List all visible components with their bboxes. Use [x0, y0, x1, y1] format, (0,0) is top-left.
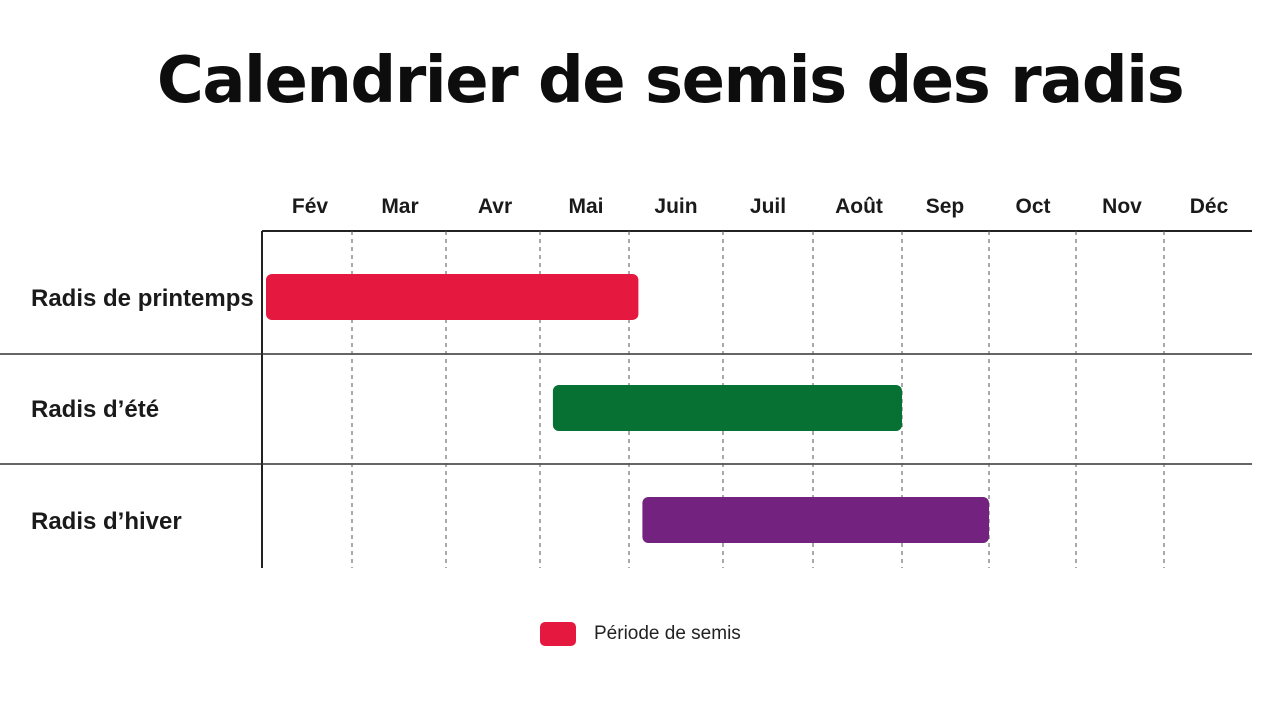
chart-title: Calendrier de semis des radis	[156, 44, 1185, 118]
legend-label: Période de semis	[594, 623, 741, 644]
sowing-period-bar	[642, 497, 989, 543]
month-label: Mai	[568, 195, 603, 218]
sowing-period-bar	[266, 274, 639, 320]
legend-swatch	[540, 622, 576, 646]
month-label: Août	[835, 195, 883, 218]
month-label: Mar	[381, 195, 418, 218]
month-label: Nov	[1102, 195, 1142, 218]
row-label: Radis d’été	[31, 396, 159, 423]
month-label: Juin	[654, 195, 697, 218]
month-label: Oct	[1015, 195, 1050, 218]
row-label: Radis d’hiver	[31, 508, 182, 535]
row-label: Radis de printemps	[31, 285, 254, 312]
month-label: Déc	[1190, 195, 1229, 218]
month-label: Juil	[750, 195, 786, 218]
row-labels: Radis de printemps Radis d’été Radis d’hiv…	[31, 285, 254, 535]
month-label: Sep	[926, 195, 965, 218]
month-labels: Fév Mar Avr Mai Juin Juil Août Sep Oct Nov Déc	[292, 195, 1229, 218]
sowing-period-bar	[552, 385, 902, 431]
bars-layer	[266, 274, 989, 543]
legend: Période de semis	[540, 620, 741, 648]
month-label: Avr	[478, 195, 512, 218]
month-label: Fév	[292, 195, 329, 218]
